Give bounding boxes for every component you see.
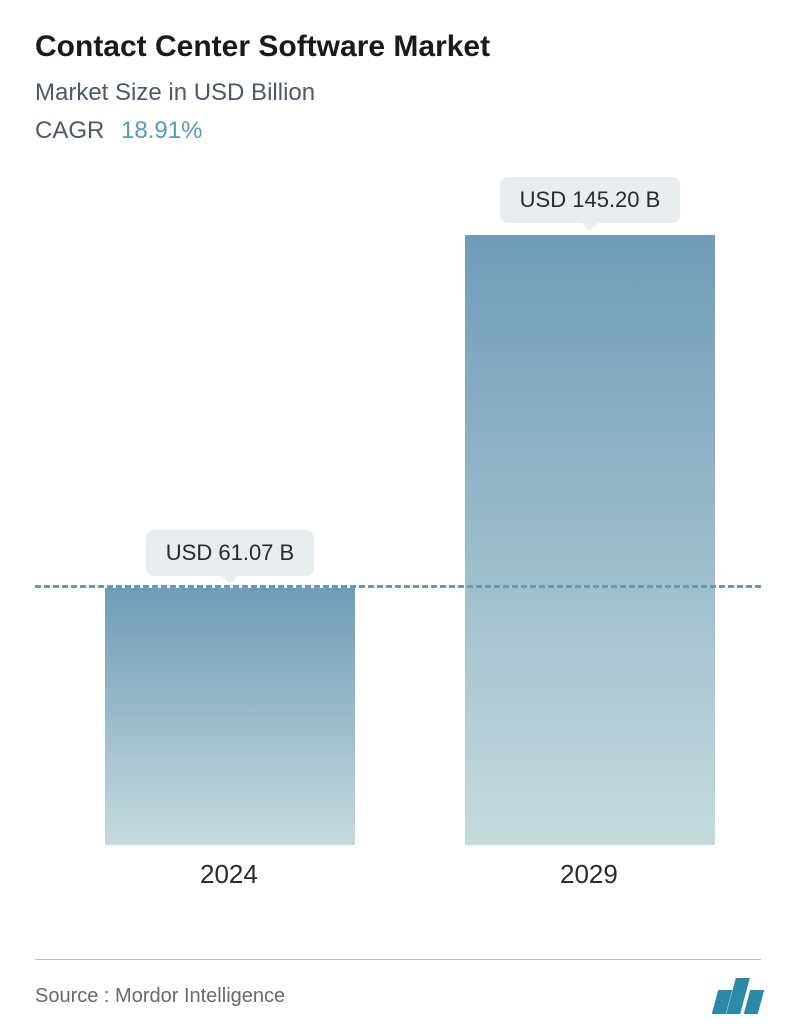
source-text: Source : Mordor Intelligence — [35, 985, 285, 1008]
bar-2024 — [105, 588, 355, 845]
reference-line — [35, 585, 761, 588]
year-label-2029: 2029 — [560, 859, 618, 890]
footer: Source : Mordor Intelligence — [35, 959, 761, 1014]
cagr-row: CAGR 18.91% — [35, 117, 761, 145]
logo-icon — [715, 978, 761, 1014]
chart-title: Contact Center Software Market — [35, 30, 761, 64]
bar-container-2029: USD 145.20 B — [465, 177, 715, 845]
value-label-2024: USD 61.07 B — [146, 530, 314, 576]
chart-area: USD 61.07 B USD 145.20 B 2024 2029 — [35, 165, 761, 895]
cagr-value: 18.91% — [121, 117, 202, 144]
chart-subtitle: Market Size in USD Billion — [35, 79, 761, 107]
bar-2029 — [465, 235, 715, 845]
bar-container-2024: USD 61.07 B — [105, 530, 355, 845]
value-label-2029: USD 145.20 B — [500, 177, 681, 223]
cagr-label: CAGR — [35, 117, 104, 144]
year-label-2024: 2024 — [200, 859, 258, 890]
